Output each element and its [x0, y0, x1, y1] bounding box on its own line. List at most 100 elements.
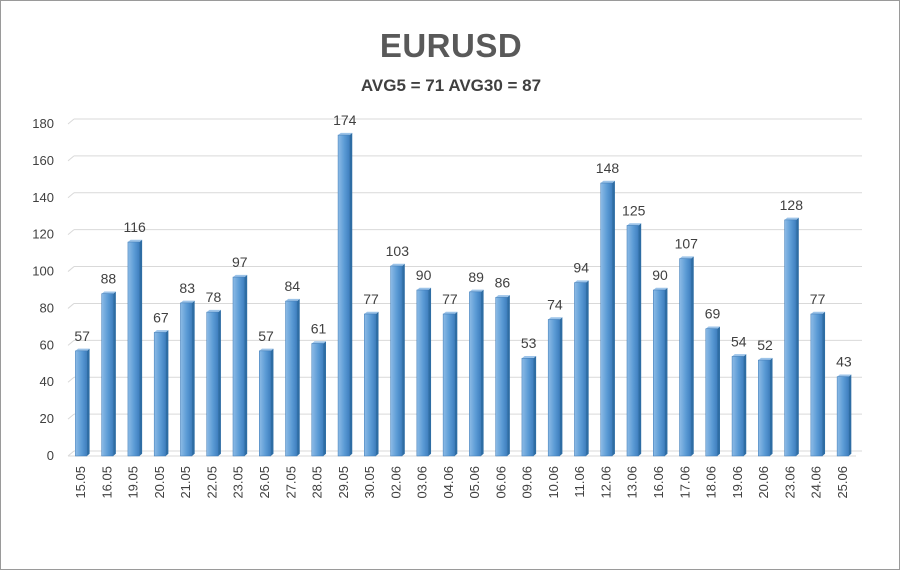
gridline-connector	[67, 266, 75, 272]
bar-top	[75, 348, 90, 351]
bar-side	[297, 298, 300, 456]
y-tick-label: 80	[40, 300, 54, 315]
bar-side	[428, 287, 432, 456]
bar-top	[495, 295, 510, 298]
bar-side	[743, 354, 747, 456]
bar-side	[638, 223, 642, 456]
bar-top	[154, 330, 169, 333]
data-label: 43	[836, 354, 852, 370]
data-label: 89	[468, 269, 484, 285]
bar-side	[113, 291, 116, 456]
y-tick-label: 160	[32, 153, 54, 168]
data-label: 125	[622, 202, 646, 218]
bar	[75, 350, 88, 457]
bar-top	[285, 298, 300, 302]
bar-side	[454, 311, 458, 456]
x-tick-label: 06.06	[493, 466, 508, 499]
bar-top	[338, 132, 353, 136]
bar-top	[127, 239, 143, 243]
bar-top	[101, 291, 116, 294]
bar	[469, 291, 482, 457]
data-label: 94	[573, 260, 589, 276]
bar-side	[165, 330, 169, 456]
bar-side	[717, 326, 720, 456]
bar	[547, 319, 560, 457]
x-tick-label: 20.05	[152, 466, 167, 499]
bar	[364, 313, 377, 457]
bar-top	[416, 287, 432, 290]
data-label: 116	[124, 219, 147, 235]
data-label: 52	[757, 337, 773, 353]
bar-side	[848, 374, 852, 456]
bar	[127, 241, 140, 457]
chart-title: EURUSD	[379, 27, 523, 64]
y-tick-label: 120	[32, 227, 54, 242]
bar-top	[443, 311, 458, 314]
gridline-connector	[67, 118, 75, 125]
data-labels: 57 88 116 67 83 78 97 57 84 61 174 77 103 90 77 89 86 53 7…	[74, 112, 852, 370]
bar-side	[585, 280, 589, 456]
data-label: 97	[232, 254, 248, 270]
data-label: 53	[521, 335, 537, 351]
bar-top	[521, 355, 537, 359]
bar	[311, 343, 324, 457]
bar-side	[480, 289, 484, 456]
bar-side	[402, 263, 405, 456]
bar-top	[469, 289, 484, 292]
data-label: 128	[780, 197, 804, 213]
bar-top	[574, 280, 589, 283]
bar-top	[758, 357, 773, 361]
bar-top	[311, 341, 326, 344]
gridline-connector	[67, 303, 75, 309]
data-label: 148	[596, 160, 620, 176]
chart-subtitle: AVG5 = 71 AVG30 = 87	[360, 76, 542, 95]
data-label: 77	[810, 291, 826, 307]
x-tick-label: 16.05	[99, 466, 114, 499]
gridline-connector	[67, 450, 75, 457]
x-tick-label: 27.05	[283, 466, 298, 499]
y-tick-label: 0	[47, 448, 54, 463]
bar-side	[139, 239, 143, 456]
x-tick-label: 19.05	[126, 466, 141, 499]
gridlines	[67, 118, 862, 457]
bar-side	[796, 217, 799, 456]
bar	[679, 258, 692, 457]
bar	[626, 225, 639, 457]
bar	[574, 282, 587, 457]
data-label: 103	[386, 243, 410, 259]
gridline-connector	[67, 376, 75, 383]
bar	[784, 219, 797, 457]
bar	[653, 289, 665, 457]
y-axis: 0 20 40 60 80 100 120 140 160 180	[32, 116, 54, 463]
x-tick-label: 25.06	[835, 466, 850, 499]
x-tick-label: 09.06	[520, 466, 535, 499]
bar-side	[270, 348, 274, 456]
bar-side	[244, 274, 248, 456]
gridline-connector	[67, 192, 75, 199]
gridline-connector	[67, 229, 75, 236]
gridline-connector	[67, 413, 75, 420]
data-label: 57	[258, 328, 274, 344]
data-label: 174	[333, 112, 357, 128]
x-tick-label: 03.06	[415, 466, 430, 499]
data-label: 61	[311, 320, 327, 336]
y-tick-label: 40	[40, 374, 54, 389]
bar-side	[507, 295, 510, 456]
bar-side	[349, 132, 353, 457]
x-tick-label: 28.05	[310, 466, 325, 499]
x-tick-label: 29.05	[336, 466, 351, 499]
bar-top	[364, 311, 379, 314]
bar	[836, 376, 849, 457]
bar-side	[86, 348, 90, 456]
data-label: 107	[675, 236, 699, 252]
data-label: 69	[705, 306, 721, 322]
bar	[285, 300, 298, 457]
bars	[75, 132, 852, 457]
bar-side	[822, 311, 826, 456]
data-label: 67	[153, 309, 169, 325]
x-tick-label: 21.05	[178, 466, 193, 499]
bar-top	[548, 317, 563, 320]
x-tick-label: 04.06	[441, 466, 456, 499]
